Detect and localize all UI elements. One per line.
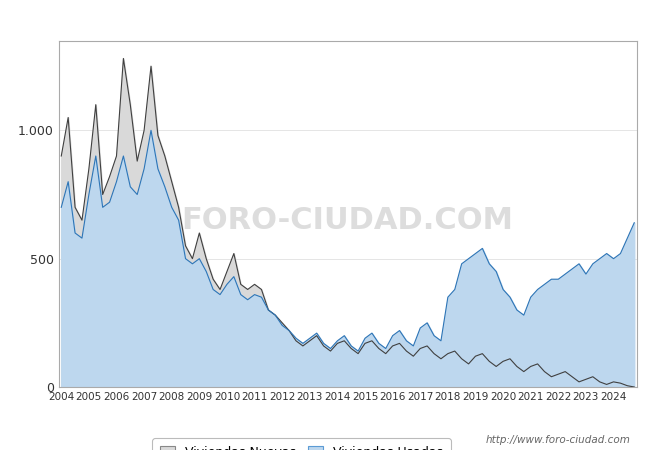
Text: FORO-CIUDAD.COM: FORO-CIUDAD.COM <box>182 206 514 235</box>
Text: Logroño - Evolucion del Nº de Transacciones Inmobiliarias: Logroño - Evolucion del Nº de Transaccio… <box>114 12 536 27</box>
Text: http://www.foro-ciudad.com: http://www.foro-ciudad.com <box>486 435 630 445</box>
Legend: Viviendas Nuevas, Viviendas Usadas: Viviendas Nuevas, Viviendas Usadas <box>152 438 451 450</box>
